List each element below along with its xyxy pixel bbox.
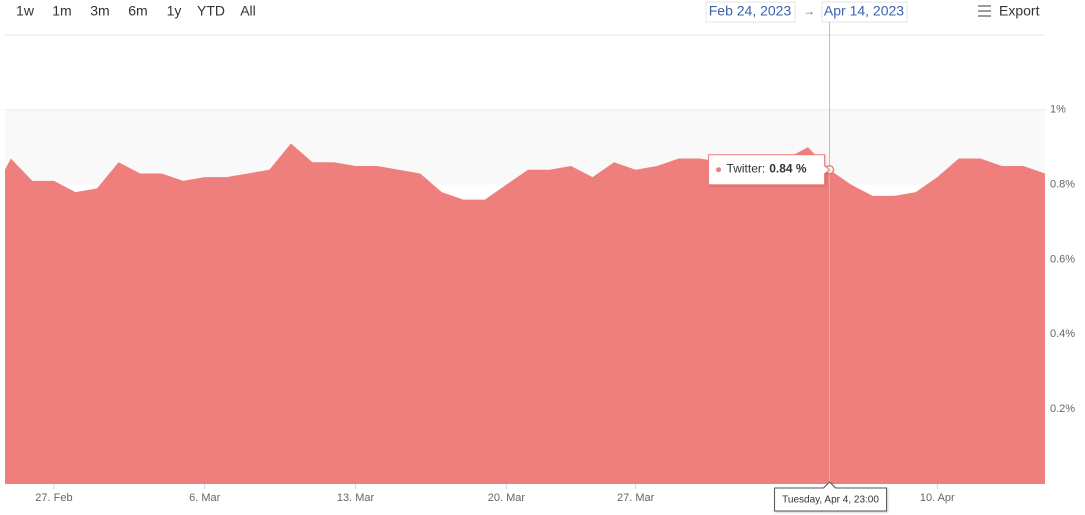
x-tick-label: 27. Mar — [617, 492, 655, 504]
tooltip-dot — [716, 167, 722, 173]
export-icon[interactable] — [978, 5, 991, 17]
export-button[interactable]: Export — [999, 3, 1040, 19]
y-tick-label: 0.8% — [1050, 179, 1075, 191]
range-button[interactable]: 6m — [128, 3, 147, 19]
range-to-box[interactable] — [821, 1, 908, 23]
range-button[interactable]: 1m — [52, 3, 71, 19]
date-tooltip-text: Tuesday, Apr 4, 23:00 — [782, 495, 879, 506]
area — [5, 143, 1045, 484]
tooltip-series: Twitter: — [727, 162, 766, 176]
range-button[interactable]: All — [240, 3, 256, 19]
tooltip-value: 0.84 % — [769, 162, 807, 176]
range-to[interactable]: Apr 14, 2023 — [824, 3, 904, 19]
range-button[interactable]: 3m — [90, 3, 109, 19]
date-tooltip-box — [774, 481, 888, 512]
range-from-box[interactable] — [705, 1, 796, 23]
range-button[interactable]: YTD — [197, 3, 225, 19]
plot-area — [5, 143, 1045, 484]
tooltip-text: Twitter: 0.84 % — [727, 162, 807, 176]
y-tick-label: 0.2% — [1050, 403, 1075, 415]
range-button[interactable]: 1y — [167, 3, 182, 19]
x-tick-label: 10. Apr — [920, 492, 955, 504]
x-tick-label: 27. Feb — [35, 492, 72, 504]
range-arrow: → — [803, 4, 815, 18]
range-button[interactable]: 1w — [16, 3, 35, 19]
x-tick-label: 6. Mar — [189, 492, 221, 504]
tooltip — [708, 154, 831, 186]
y-tick-label: 1% — [1050, 104, 1066, 116]
y-tick-label: 0.6% — [1050, 253, 1075, 265]
y-tick-label: 0.4% — [1050, 328, 1075, 340]
range-from[interactable]: Feb 24, 2023 — [709, 3, 792, 19]
tooltip-box — [708, 154, 831, 186]
x-tick-label: 13. Mar — [337, 492, 375, 504]
x-tick-label: 20. Mar — [488, 492, 526, 504]
date-tooltip — [774, 481, 888, 512]
